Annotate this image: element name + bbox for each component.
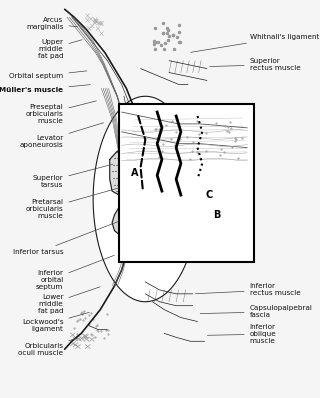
Text: Inferior
orbital
septum: Inferior orbital septum bbox=[36, 256, 114, 290]
Text: Superior
rectus muscle: Superior rectus muscle bbox=[210, 58, 300, 71]
Text: Upper
middle
fat pad: Upper middle fat pad bbox=[38, 39, 82, 59]
Text: Pretarsal
orbicularis
muscle: Pretarsal orbicularis muscle bbox=[26, 188, 119, 219]
Text: Müller's muscle: Müller's muscle bbox=[0, 85, 90, 93]
Bar bbox=[119, 104, 254, 262]
Text: Superior
tarsus: Superior tarsus bbox=[33, 164, 113, 188]
Polygon shape bbox=[93, 96, 197, 302]
Text: Lockwood's
ligament: Lockwood's ligament bbox=[22, 312, 89, 332]
Text: B: B bbox=[213, 210, 220, 220]
Text: Capsulopalpebral
fascia: Capsulopalpebral fascia bbox=[200, 305, 313, 318]
Text: Inferior
rectus muscle: Inferior rectus muscle bbox=[196, 283, 300, 297]
Polygon shape bbox=[112, 207, 136, 234]
Text: Preseptal
orbicularis
muscle: Preseptal orbicularis muscle bbox=[26, 101, 96, 124]
Text: Inferior
oblique
muscle: Inferior oblique muscle bbox=[207, 324, 276, 344]
Text: Orbital septum: Orbital septum bbox=[9, 71, 87, 80]
Text: Lower
middle
fat pad: Lower middle fat pad bbox=[38, 287, 100, 314]
Text: A: A bbox=[131, 168, 138, 178]
Text: Inferior tarsus: Inferior tarsus bbox=[13, 222, 118, 256]
Text: Whitnall's ligament: Whitnall's ligament bbox=[191, 34, 319, 52]
Text: Arcus
marginalis: Arcus marginalis bbox=[26, 17, 77, 29]
Polygon shape bbox=[110, 148, 138, 195]
Text: C: C bbox=[206, 190, 213, 200]
Text: Orbicularis
oculi muscle: Orbicularis oculi muscle bbox=[18, 338, 77, 356]
Text: Levator
aponeurosis: Levator aponeurosis bbox=[20, 123, 104, 148]
